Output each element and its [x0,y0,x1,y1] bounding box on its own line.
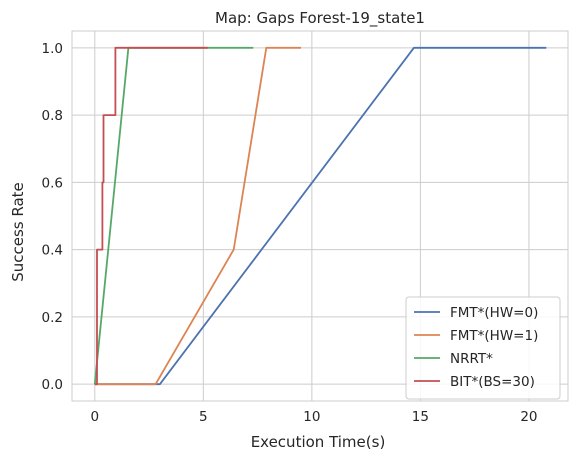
legend-label: FMT*(HW=1) [450,328,538,344]
legend-label: FMT*(HW=0) [450,305,538,321]
x-tick-label: 10 [303,409,320,425]
legend-label: NRRT* [450,351,493,367]
chart-title: Map: Gaps Forest-19_state1 [215,9,425,28]
y-tick-label: 0.6 [42,175,63,191]
x-tick-label: 15 [412,409,429,425]
y-tick-label: 0.2 [42,310,63,326]
legend-label: BIT*(BS=30) [450,374,535,390]
y-tick-label: 1.0 [42,41,63,57]
y-tick-label: 0.4 [42,243,63,259]
x-tick-label: 5 [199,409,208,425]
x-tick-label: 20 [520,409,537,425]
y-tick-label: 0.8 [42,108,63,124]
x-tick-label: 0 [90,409,99,425]
y-tick-label: 0.0 [42,377,63,393]
legend: FMT*(HW=0) FMT*(HW=1) NRRT* BIT*(BS=30) [406,297,560,399]
x-axis-title: Execution Time(s) [251,433,386,451]
y-axis-title: Success Rate [9,182,27,282]
